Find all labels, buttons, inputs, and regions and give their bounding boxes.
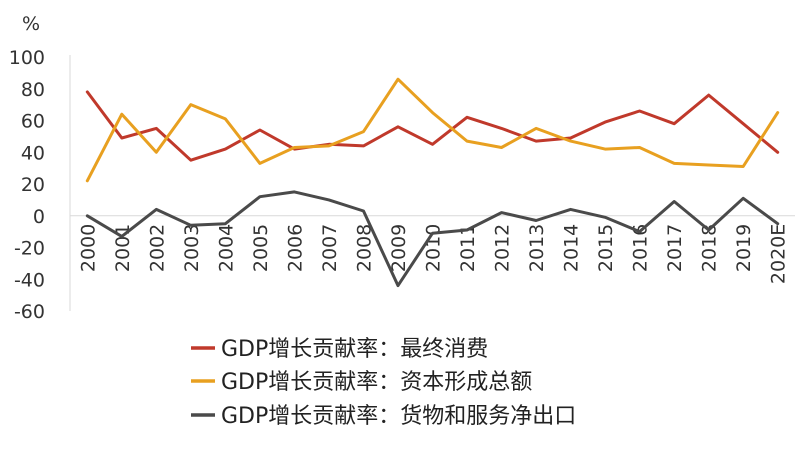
legend-label-1: GDP增长贡献率：最终消费 [221,337,488,362]
x-tick-label: 2020E [768,224,790,284]
x-tick-label: 2007 [319,224,341,272]
x-tick-label: 2003 [181,224,203,272]
x-tick-label: 2018 [699,224,721,272]
x-tick-label: 2000 [77,224,99,272]
y-axis-unit-label: % [22,13,40,35]
x-tick-label: 2010 [423,224,445,272]
y-axis-ticks: -60 -40 -20 0 20 40 60 80 100 [9,47,45,323]
y-tick-label: 100 [9,47,45,69]
x-tick-label: 2014 [561,224,583,272]
y-tick-label: 60 [21,111,45,133]
legend: GDP增长贡献率：最终消费 GDP增长贡献率：资本形成总额 GDP增长贡献率：货物和… [191,337,576,429]
x-tick-label: 2001 [112,224,134,272]
x-tick-label: 2009 [388,224,410,272]
x-tick-label: 2016 [630,224,652,272]
x-tick-label: 2004 [215,224,237,272]
y-tick-label: 20 [21,174,45,196]
x-tick-label: 2015 [595,224,617,272]
x-tick-label: 2017 [664,224,686,272]
axes [69,55,795,311]
x-tick-label: 2012 [492,224,514,272]
series-line-1 [85,90,780,162]
y-tick-label: -40 [14,269,45,291]
legend-label-2: GDP增长贡献率：资本形成总额 [221,370,532,395]
x-tick-label: 2006 [284,224,306,272]
series-lines [85,77,780,288]
y-tick-label: 40 [21,142,45,164]
x-tick-label: 2002 [146,224,168,272]
series-line-2 [85,77,780,183]
x-tick-label: 2011 [457,224,479,272]
legend-label-3: GDP增长贡献率：货物和服务净出口 [221,404,576,429]
series-line-3 [85,190,780,288]
x-tick-label: 2013 [526,224,548,272]
y-tick-label: -20 [14,238,45,260]
y-tick-label: 0 [33,206,45,228]
y-tick-label: -60 [14,301,45,323]
x-tick-label: 2008 [353,224,375,272]
x-axis-ticks: 2000 2001 2002 2003 2004 2005 2006 2007 2008 2009… [77,224,789,284]
x-tick-label: 2005 [250,224,272,272]
y-tick-label: 80 [21,79,45,101]
x-tick-label: 2019 [733,224,755,272]
